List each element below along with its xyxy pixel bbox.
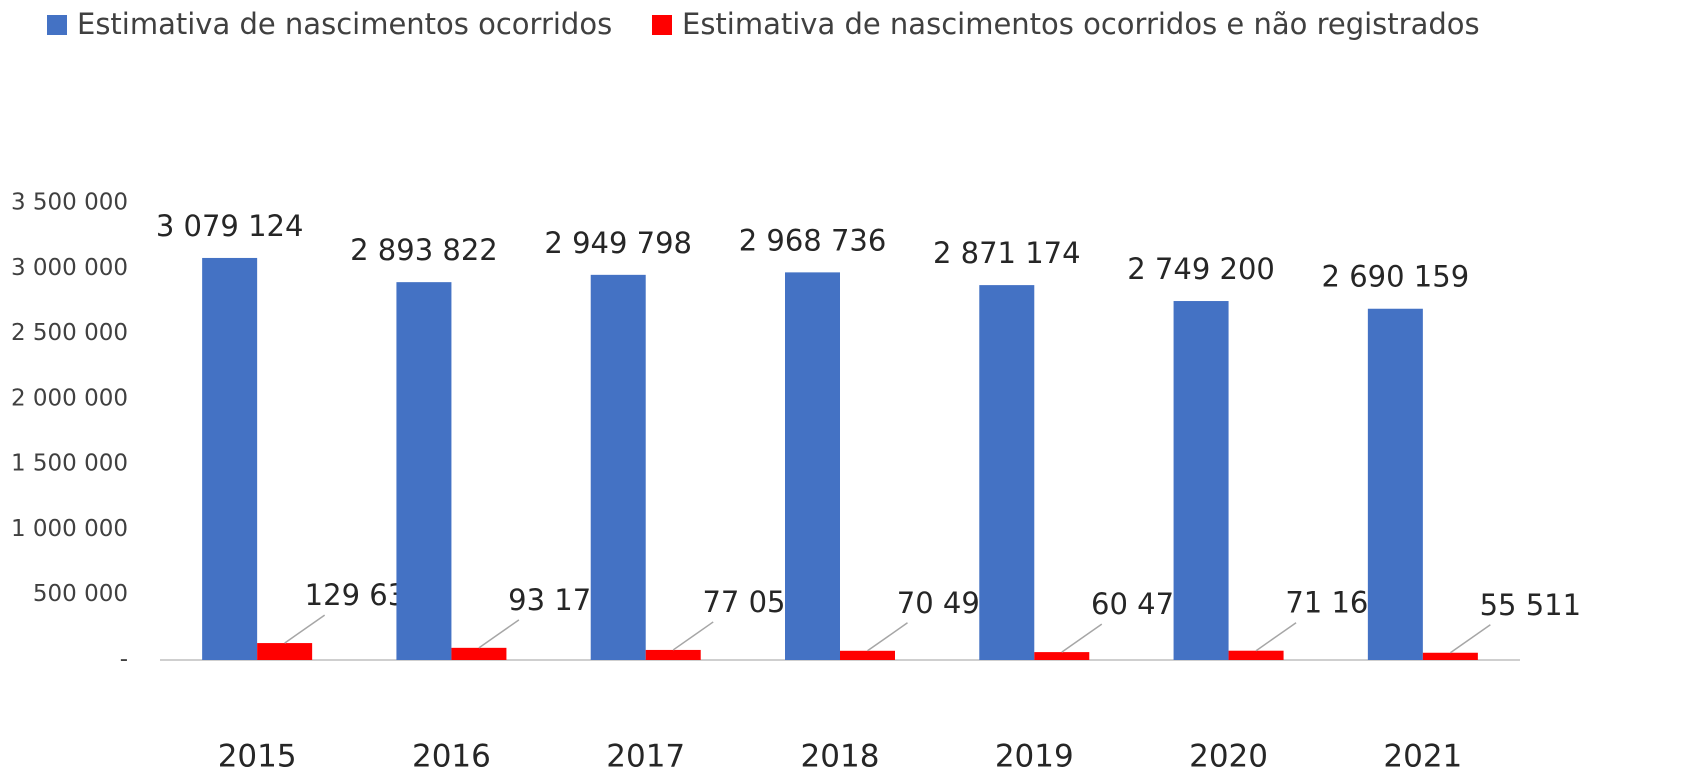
legend-swatch <box>47 15 67 35</box>
bar <box>979 285 1035 660</box>
y-tick-label: 2 500 000 <box>11 320 128 346</box>
legend-label: Estimativa de nascimentos ocorridos <box>77 7 612 41</box>
y-tick-label: - <box>120 647 128 673</box>
leader-line <box>867 622 908 652</box>
bar <box>1034 652 1090 660</box>
value-label: 2 968 736 <box>739 223 887 257</box>
value-label: 2 949 798 <box>544 226 692 260</box>
leader-line <box>672 621 714 651</box>
y-tick-label: 3 000 000 <box>11 255 128 281</box>
bar <box>396 282 452 660</box>
bar <box>1367 308 1423 660</box>
x-tick-label: 2016 <box>412 739 491 775</box>
bar <box>1228 650 1284 660</box>
bar <box>840 650 895 660</box>
x-tick-label: 2019 <box>995 739 1074 775</box>
bar <box>1422 652 1478 660</box>
legend-swatch <box>652 15 672 35</box>
leader-line <box>478 619 520 649</box>
x-tick-label: 2017 <box>606 739 685 775</box>
bar <box>590 274 646 660</box>
x-tick-label: 2018 <box>801 739 880 775</box>
bar <box>785 272 840 660</box>
x-tick-label: 2021 <box>1383 739 1462 775</box>
leader-line <box>1449 624 1491 654</box>
bar <box>451 647 507 660</box>
x-tick-label: 2020 <box>1189 739 1268 775</box>
bar <box>645 649 701 660</box>
value-label: 2 893 822 <box>350 233 498 267</box>
leader-line <box>284 614 326 644</box>
value-label: 2 871 174 <box>933 236 1081 270</box>
leader-line <box>1061 623 1103 653</box>
value-label: 3 079 124 <box>156 209 304 243</box>
y-tick-label: 3 500 000 <box>11 190 128 216</box>
leader-line <box>1255 622 1297 652</box>
bar <box>1173 301 1229 660</box>
y-tick-label: 500 000 <box>33 581 128 607</box>
value-label: 2 690 159 <box>1322 260 1470 294</box>
value-label: 2 749 200 <box>1127 252 1275 286</box>
y-tick-label: 1 000 000 <box>11 516 128 542</box>
bar <box>257 643 313 660</box>
x-tick-label: 2015 <box>218 739 297 775</box>
bar <box>202 257 258 660</box>
legend-label: Estimativa de nascimentos ocorridos e nã… <box>682 7 1480 41</box>
y-tick-label: 2 000 000 <box>11 385 128 411</box>
value-label: 55 511 <box>1480 588 1581 622</box>
y-tick-label: 1 500 000 <box>11 451 128 477</box>
